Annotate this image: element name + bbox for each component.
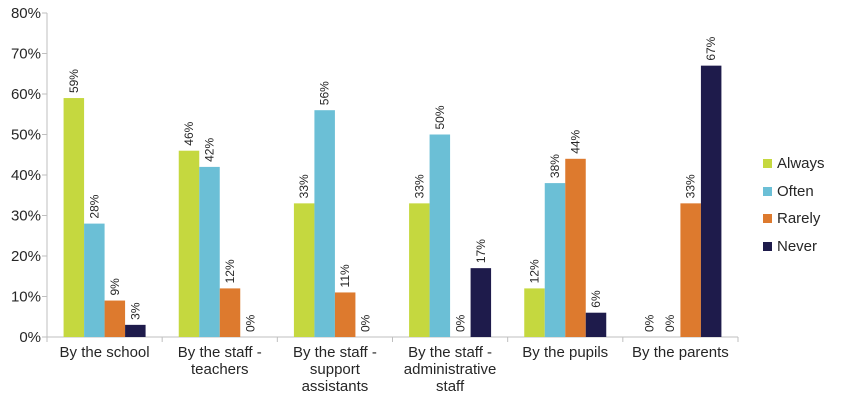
bar-always — [293, 203, 315, 337]
data-label: 42% — [203, 138, 217, 162]
bar-never — [125, 324, 146, 337]
bar-always — [524, 288, 545, 337]
legend-swatch — [763, 159, 772, 169]
data-label: 0% — [244, 314, 258, 332]
bar-always — [63, 98, 85, 337]
bar-always — [178, 150, 200, 337]
data-label: 12% — [223, 259, 237, 283]
x-category-label: By the staff -administrative staff — [404, 344, 497, 395]
legend-label: Never — [777, 237, 818, 255]
legend-label: Often — [777, 182, 814, 200]
data-label: 46% — [182, 121, 196, 145]
data-label: 6% — [589, 290, 603, 308]
data-label: 56% — [318, 81, 332, 105]
legend-swatch — [763, 241, 772, 251]
y-tick-label: 20% — [11, 248, 41, 265]
data-label: 33% — [297, 174, 311, 198]
bar-often — [314, 110, 335, 337]
data-label: 67% — [704, 36, 718, 60]
legend-item-never: Never — [763, 233, 825, 261]
bar-never — [470, 268, 492, 337]
data-label: 3% — [128, 302, 142, 320]
x-category-label: By the school — [60, 344, 150, 361]
data-label: 17% — [474, 239, 488, 263]
data-label: 59% — [67, 69, 81, 93]
x-category-label: By the pupils — [522, 344, 608, 361]
y-tick-label: 30% — [11, 208, 41, 225]
data-label: 44% — [569, 129, 583, 153]
bar-often — [429, 134, 451, 337]
legend-label: Rarely — [777, 210, 821, 228]
chart-legend: Always Often Rarely Never — [763, 150, 825, 260]
chart-axes: 0% 10% 20% 30% 40% 50% 60% 70% 80% — [11, 5, 739, 346]
bar-often — [544, 183, 566, 337]
x-category-label: By the staff -teachers — [178, 344, 262, 378]
legend-item-rarely: Rarely — [763, 205, 825, 233]
bar-rarely — [219, 288, 241, 337]
data-label: 33% — [684, 174, 698, 198]
data-label: 50% — [433, 105, 447, 129]
bar-rarely — [680, 203, 701, 337]
bar-always — [409, 203, 430, 337]
legend-swatch — [763, 186, 772, 196]
data-label: 0% — [643, 314, 657, 332]
y-tick-label: 70% — [11, 46, 41, 63]
data-label: 0% — [359, 314, 373, 332]
bar-rarely — [565, 158, 586, 337]
y-tick-label: 50% — [11, 127, 41, 144]
chart-bars — [63, 65, 722, 338]
data-label: 11% — [338, 264, 352, 287]
legend-label: Always — [777, 155, 825, 173]
data-label: 38% — [548, 154, 562, 178]
legend-swatch — [763, 214, 772, 224]
legend-item-often: Often — [763, 178, 825, 206]
y-tick-label: 0% — [19, 329, 41, 346]
data-label: 28% — [87, 194, 101, 218]
bar-rarely — [104, 300, 126, 337]
chart-category-labels: By the school By the staff -teachers By th… — [60, 344, 729, 395]
y-tick-label: 80% — [11, 5, 41, 22]
legend-item-always: Always — [763, 150, 825, 178]
data-label: 33% — [412, 174, 426, 198]
data-label: 0% — [663, 314, 677, 332]
chart-data-labels: 59% 28% 9% 3% 46% 42% 12% 0% 33% 56% 11% 0% 33% 50% 0%… — [67, 36, 718, 332]
bar-never — [700, 65, 722, 338]
bar-rarely — [334, 292, 356, 337]
data-label: 12% — [528, 259, 542, 283]
x-category-label: By the staff -support assistants — [293, 344, 377, 395]
x-category-label: By the parents — [632, 344, 729, 361]
bar-often — [199, 166, 220, 337]
y-tick-label: 60% — [11, 86, 41, 103]
data-label: 0% — [453, 314, 467, 332]
y-tick-label: 40% — [11, 167, 41, 184]
bar-never — [585, 312, 607, 337]
y-tick-label: 10% — [11, 289, 41, 306]
bar-often — [84, 223, 105, 337]
data-label: 9% — [108, 278, 122, 296]
